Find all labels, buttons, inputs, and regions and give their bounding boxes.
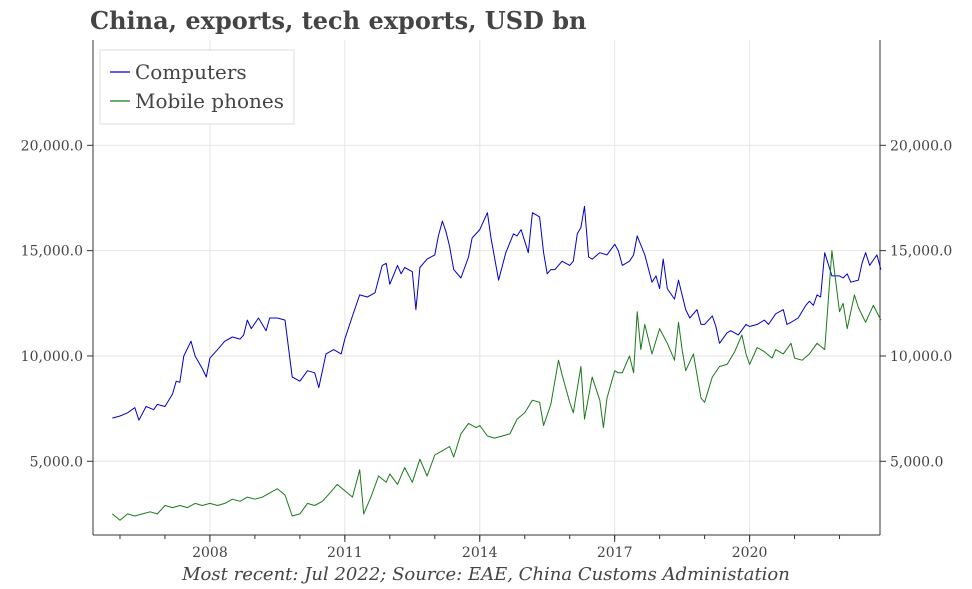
x-tick-label: 2017 [597, 545, 633, 561]
y-tick-label-right: 15,000.0 [890, 244, 952, 260]
series-line-computers [112, 205, 882, 421]
y-tick-label-left: 5,000.0 [30, 454, 83, 470]
y-tick-label-left: 10,000.0 [21, 349, 83, 365]
y-tick-label-right: 20,000.0 [890, 138, 952, 154]
y-tick-label-left: 20,000.0 [21, 138, 83, 154]
x-tick-label: 2011 [327, 545, 363, 561]
x-tick-label: 2008 [192, 545, 228, 561]
series-line-mobile-phones [111, 250, 882, 521]
legend-label: Computers [135, 60, 247, 84]
chart-title: China, exports, tech exports, USD bn [90, 6, 587, 35]
y-tick-label-right: 5,000.0 [890, 454, 943, 470]
x-tick-label: 2014 [462, 545, 498, 561]
legend-label: Mobile phones [135, 89, 284, 113]
legend-box [99, 49, 295, 125]
chart-footnote: Most recent: Jul 2022; Source: EAE, Chin… [182, 564, 790, 585]
x-tick-label: 2020 [732, 545, 768, 561]
y-tick-label-right: 10,000.0 [890, 349, 952, 365]
y-tick-label-left: 15,000.0 [21, 244, 83, 260]
